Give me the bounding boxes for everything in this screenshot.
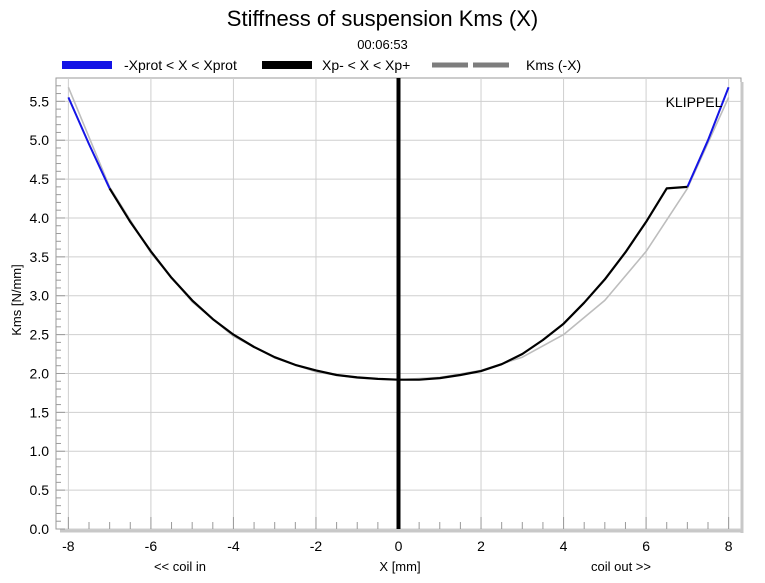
- x-tick-label: -4: [227, 538, 240, 554]
- chart-title: Stiffness of suspension Kms (X): [226, 6, 539, 31]
- x-tick-label: 2: [477, 538, 485, 554]
- legend-label-kms: Kms (-X): [526, 57, 581, 73]
- y-tick-label: 0.5: [30, 482, 50, 498]
- y-tick-label: 2.0: [30, 365, 50, 381]
- y-tick-label: 5.0: [30, 132, 50, 148]
- x-axis-label: X [mm]: [379, 559, 420, 574]
- y-tick-label: 1.5: [30, 404, 50, 420]
- y-tick-label: 3.5: [30, 249, 50, 265]
- y-tick-label: 5.5: [30, 93, 50, 109]
- legend-label-xp: Xp- < X < Xp+: [322, 57, 410, 73]
- x-tick-label: 6: [642, 538, 650, 554]
- x-right-note: coil out >>: [591, 559, 651, 574]
- x-tick-label: -6: [145, 538, 158, 554]
- y-tick-label: 1.0: [30, 443, 50, 459]
- x-tick-label: 4: [560, 538, 568, 554]
- y-axis-label: Kms [N/mm]: [9, 264, 24, 336]
- axis-labels: 0.0 0.5 1.0 1.5 2.0 2.5 3.0 3.5 4.0 4.5 5.0 5.5 -8 -6…: [30, 93, 733, 554]
- y-tick-label: 4.0: [30, 210, 50, 226]
- x-tick-label: -2: [310, 538, 323, 554]
- y-tick-label: 2.5: [30, 327, 50, 343]
- legend-label-xprot: -Xprot < X < Xprot: [124, 57, 237, 73]
- x-left-note: << coil in: [154, 559, 206, 574]
- legend: -Xprot < X < Xprot Xp- < X < Xp+ Kms (-X): [62, 57, 581, 73]
- series-layer: [67, 78, 730, 529]
- y-tick-label: 0.0: [30, 521, 50, 537]
- minor-ticks: [56, 77, 730, 530]
- series-xprot-negative-line: [67, 96, 111, 189]
- y-tick-label: 3.0: [30, 288, 50, 304]
- chart-timestamp: 00:06:53: [357, 37, 408, 52]
- watermark-text: KLIPPEL: [666, 94, 723, 110]
- x-tick-label: -8: [62, 538, 75, 554]
- series-xprot-positive-line: [686, 86, 730, 188]
- x-tick-label: 0: [395, 538, 403, 554]
- x-tick-label: 8: [725, 538, 733, 554]
- y-tick-label: 4.5: [30, 171, 50, 187]
